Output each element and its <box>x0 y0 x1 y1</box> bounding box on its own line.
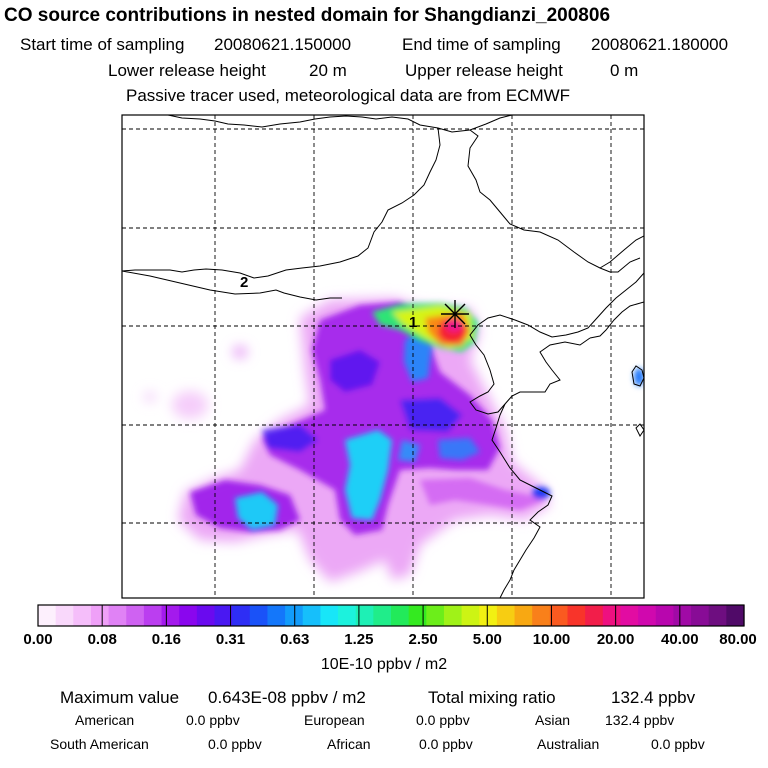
colorbar-cell <box>108 605 127 626</box>
colorbar <box>37 604 745 627</box>
start-time-label: Start time of sampling <box>20 35 185 54</box>
end-time-value: 20080621.180000 <box>591 35 729 54</box>
colorbar-cell <box>73 605 92 626</box>
colorbar-cell <box>638 605 657 626</box>
region-value: 0.0 ppbv <box>208 736 262 752</box>
colorbar-cell <box>708 605 727 626</box>
plot-title: CO source contributions in nested domain… <box>4 5 611 26</box>
x-star-icon <box>441 300 469 328</box>
colorbar-cell <box>655 605 674 626</box>
max-value-label: Maximum value <box>60 688 180 707</box>
colorbar-tick-label: 5.00 <box>472 631 502 648</box>
end-time-label: End time of sampling <box>402 35 561 54</box>
map-frame <box>121 114 645 599</box>
region-value: 0.0 ppbv <box>186 712 240 728</box>
colorbar-cell <box>391 605 410 626</box>
colorbar-cell <box>479 605 498 626</box>
colorbar-cell <box>214 605 233 626</box>
region-value: 0.0 ppbv <box>419 736 473 752</box>
colorbar-tick-label: 0.31 <box>215 631 246 648</box>
region-name: Australian <box>537 736 600 752</box>
colorbar-cell <box>249 605 269 626</box>
colorbar-cell <box>496 605 516 626</box>
contour-label-2: 2 <box>240 274 248 291</box>
colorbar-dividers <box>101 605 681 626</box>
colorbar-cell <box>90 605 110 626</box>
graticule <box>122 115 644 598</box>
colorbar-cell <box>285 605 304 626</box>
colorbar-cell <box>602 605 622 626</box>
colorbar-tick-label: 10.00 <box>532 631 571 648</box>
field-high <box>235 330 644 530</box>
colorbar-cell <box>443 605 463 626</box>
colorbar-cell <box>532 605 551 626</box>
colorbar-cell <box>620 605 639 626</box>
colorbar-unit: 10E-10 ppbv / m2 <box>320 656 448 673</box>
colorbar-cell <box>567 605 586 626</box>
colorbar-tick-label: 2.50 <box>408 631 438 648</box>
colorbar-frame <box>37 604 745 627</box>
colorbar-cell <box>143 605 163 626</box>
start-time-value: 20080621.150000 <box>214 35 352 54</box>
colorbar-tick-label: 0.00 <box>23 631 53 648</box>
colorbar-cells <box>38 605 745 626</box>
coastlines <box>122 115 644 598</box>
colorbar-cell <box>726 605 745 626</box>
colorbar-cell <box>232 605 251 626</box>
lower-height-value: 20 m <box>309 61 347 80</box>
colorbar-cell <box>461 605 480 626</box>
region-name: African <box>327 736 371 752</box>
region-value: 0.0 ppbv <box>651 736 705 752</box>
colorbar-cell <box>267 605 286 626</box>
colorbar-tick-label: 1.25 <box>344 631 374 648</box>
upper-height-label: Upper release height <box>405 61 563 80</box>
colorbar-tick-label: 20.00 <box>596 631 635 648</box>
colorbar-cell <box>373 605 392 626</box>
colorbar-cell <box>355 605 374 626</box>
tracer-note: Passive tracer used, meteorological data… <box>126 86 571 105</box>
colorbar-tick-label: 0.08 <box>87 631 117 648</box>
colorbar-cell <box>408 605 427 626</box>
region-value: 0.0 ppbv <box>416 712 470 728</box>
lower-height-label: Lower release height <box>108 61 266 80</box>
max-value: 0.643E-08 ppbv / m2 <box>208 688 366 707</box>
region-name: South American <box>50 736 149 752</box>
colorbar-cell <box>585 605 604 626</box>
colorbar-cell <box>320 605 339 626</box>
contour-label-1: 1 <box>409 314 417 331</box>
colorbar-tick-label: 80.00 <box>719 631 757 648</box>
colorbar-cell <box>196 605 216 626</box>
upper-height-value: 0 m <box>610 61 639 80</box>
colorbar-cell <box>55 605 74 626</box>
colorbar-cell <box>691 605 710 626</box>
colorbar-cell <box>514 605 533 626</box>
total-mixing-value: 132.4 ppbv <box>611 688 696 707</box>
total-mixing-label: Total mixing ratio <box>428 688 556 707</box>
colorbar-tick-label: 0.63 <box>280 631 310 648</box>
concentration-field <box>144 298 644 582</box>
field-mid <box>190 302 550 535</box>
colorbar-cell <box>673 605 692 626</box>
region-name: American <box>75 712 135 728</box>
colorbar-cell <box>126 605 145 626</box>
colorbar-cell <box>426 605 445 626</box>
colorbar-tick-label: 40.00 <box>661 631 699 648</box>
region-name: European <box>304 712 365 728</box>
colorbar-tick-label: 0.16 <box>151 631 181 648</box>
colorbar-cell <box>338 605 357 626</box>
colorbar-cell <box>179 605 198 626</box>
region-value: 132.4 ppbv <box>605 712 675 728</box>
colorbar-cell <box>38 605 57 626</box>
colorbar-cell <box>161 605 180 626</box>
colorbar-cell <box>302 605 321 626</box>
colorbar-cell <box>549 605 569 626</box>
region-name: Asian <box>535 712 571 728</box>
